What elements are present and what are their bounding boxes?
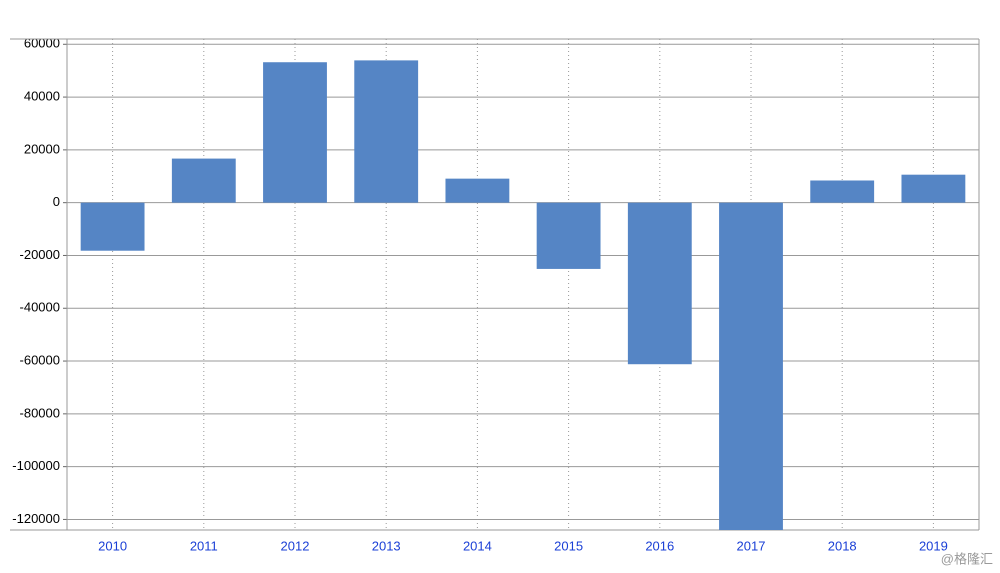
bar bbox=[263, 62, 327, 203]
bar bbox=[354, 60, 419, 203]
y-tick-label: 20000 bbox=[24, 141, 60, 156]
y-tick-label: -80000 bbox=[20, 405, 60, 420]
y-tick-label: -20000 bbox=[20, 247, 60, 262]
bar bbox=[80, 202, 145, 251]
bar bbox=[719, 202, 783, 530]
bar bbox=[810, 180, 875, 203]
y-tick-label: -60000 bbox=[20, 352, 60, 367]
y-tick-label: 40000 bbox=[24, 89, 60, 104]
x-tick-label: 2017 bbox=[737, 538, 766, 553]
x-tick-label: 2011 bbox=[190, 538, 218, 553]
bar bbox=[536, 202, 601, 269]
x-tick-label: 2018 bbox=[828, 538, 857, 553]
bar bbox=[901, 174, 966, 203]
watermark: @格隆汇 bbox=[941, 551, 993, 566]
bar bbox=[445, 178, 510, 203]
y-tick-label: -100000 bbox=[12, 458, 60, 473]
x-tick-label: 2019 bbox=[919, 538, 948, 553]
y-tick-label: -40000 bbox=[20, 300, 60, 315]
x-tick-label: 2015 bbox=[554, 538, 583, 553]
x-tick-label: 2012 bbox=[281, 538, 310, 553]
y-tick-label: 60000 bbox=[24, 36, 60, 51]
x-tick-label: 2013 bbox=[372, 538, 401, 553]
x-tick-label: 2016 bbox=[645, 538, 674, 553]
bar bbox=[627, 202, 692, 365]
bar bbox=[171, 158, 236, 203]
y-tick-label: -120000 bbox=[12, 511, 60, 526]
x-tick-label: 2014 bbox=[463, 538, 492, 553]
x-tick-label: 2010 bbox=[98, 538, 127, 553]
y-tick-label: 0 bbox=[53, 194, 60, 209]
